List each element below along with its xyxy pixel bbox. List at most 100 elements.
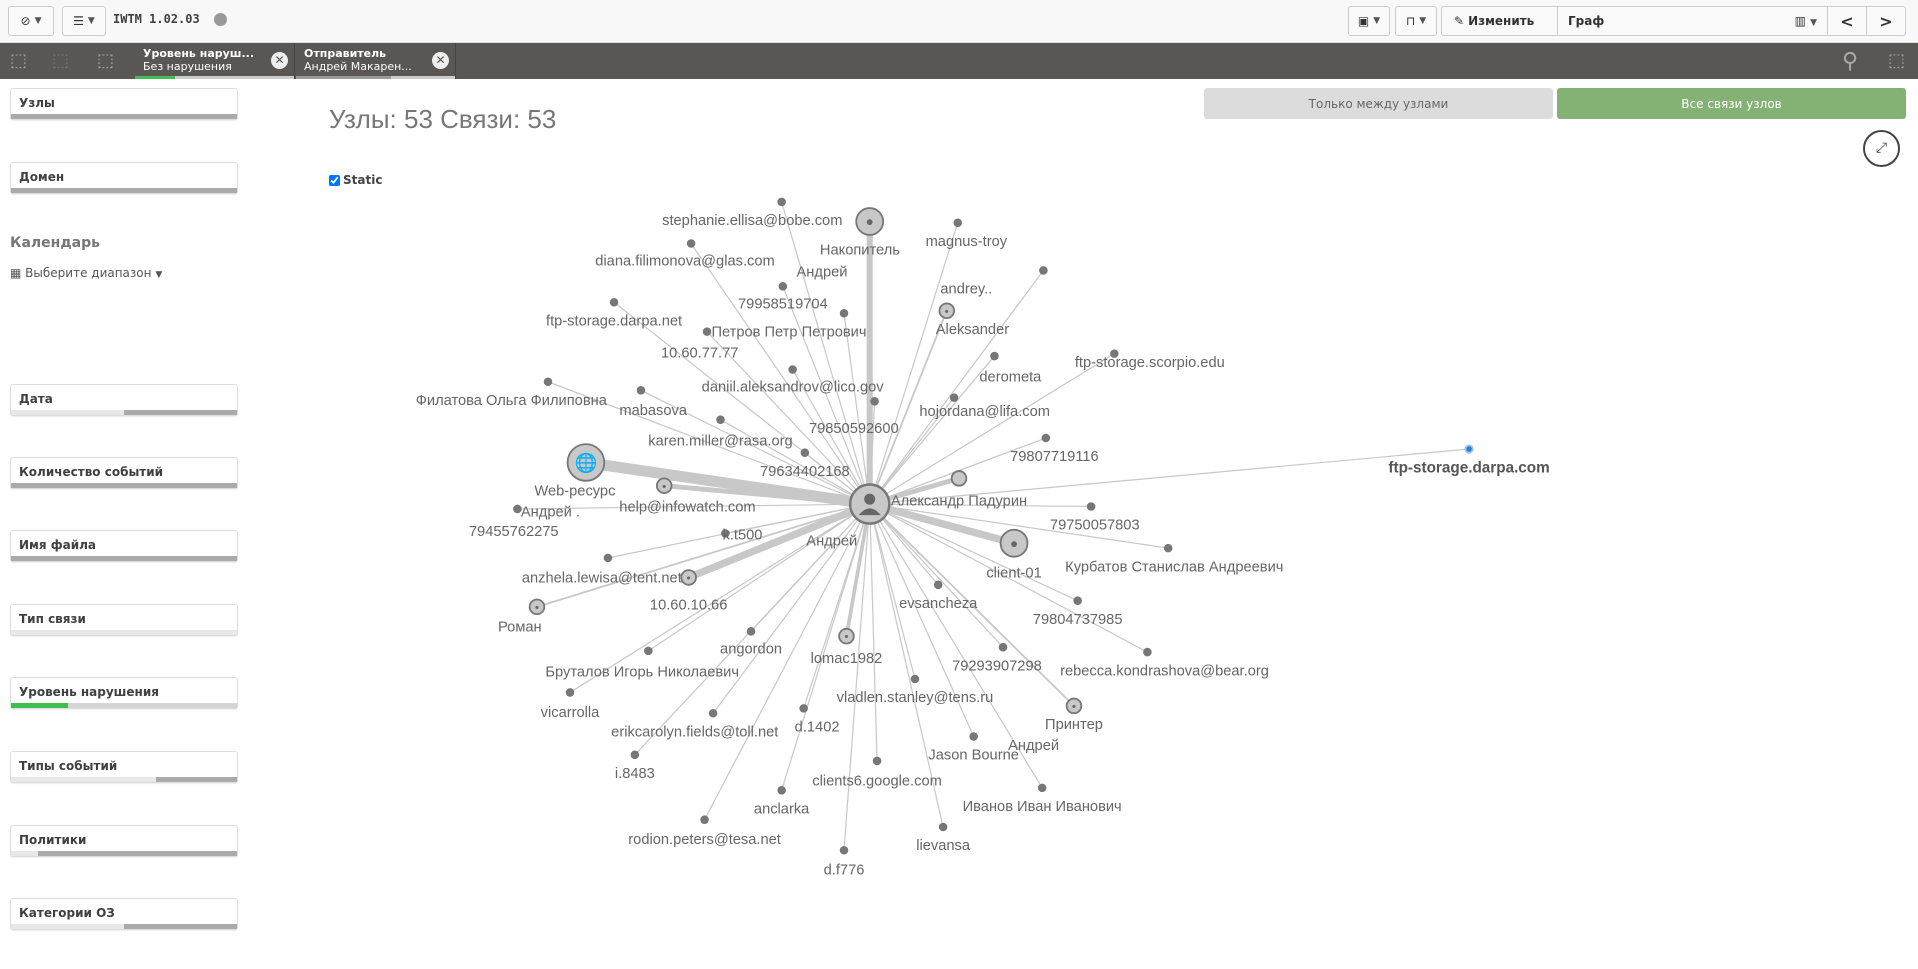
graph-node[interactable]: karen.miller@rasa.org xyxy=(648,415,793,449)
graph-node[interactable]: anzhela.lewisa@tent.net xyxy=(522,553,682,586)
node-marker[interactable] xyxy=(700,815,709,824)
node-marker[interactable] xyxy=(1039,266,1048,275)
selection-tool-icon[interactable]: ⬚ xyxy=(1888,50,1906,71)
graph-node[interactable]: ● client-01 xyxy=(986,528,1042,582)
graph-node[interactable]: magnus-troy xyxy=(926,218,1008,250)
node-marker[interactable] xyxy=(636,386,646,395)
node-marker[interactable] xyxy=(938,302,956,320)
sheet-list-button[interactable]: ☰ ▼ xyxy=(62,6,106,36)
node-marker[interactable] xyxy=(746,627,756,636)
graph-node[interactable]: ftp-storage.scorpio.edu xyxy=(1075,349,1225,371)
graph-node[interactable]: Петров Петр Петрович xyxy=(711,308,866,341)
node-marker[interactable] xyxy=(953,218,963,228)
graph-node[interactable]: stephanie.ellisa@bobe.com xyxy=(662,197,842,229)
graph-node[interactable]: 79455762275 xyxy=(469,504,559,540)
edit-button[interactable]: ✎ Изменить xyxy=(1441,6,1558,36)
node-marker[interactable] xyxy=(777,786,786,795)
graph-node[interactable]: ● Накопитель xyxy=(820,207,900,259)
static-toggle[interactable]: Static xyxy=(329,173,382,187)
graph-node[interactable]: angordon xyxy=(720,627,782,658)
node-marker[interactable] xyxy=(910,674,920,684)
graph-node[interactable]: ● Роман xyxy=(498,598,546,635)
node-marker[interactable] xyxy=(777,197,786,207)
node-marker[interactable] xyxy=(1065,697,1083,715)
node-marker[interactable] xyxy=(800,448,810,457)
node-marker[interactable] xyxy=(708,708,718,718)
filter-filters-3[interactable]: Тип связи xyxy=(10,604,238,636)
expand-icon[interactable]: ⤢ xyxy=(1863,130,1900,167)
graph-node[interactable]: Jason Bourne xyxy=(928,732,1019,764)
graph-node[interactable]: 79804737985 xyxy=(1033,596,1123,628)
step-forward-icon[interactable]: ⬚ xyxy=(52,50,70,71)
next-sheet-button[interactable]: > xyxy=(1866,6,1906,36)
graph-node[interactable]: ● help@infowatch.com xyxy=(619,477,756,515)
graph-node[interactable]: vladlen.stanley@tens.ru xyxy=(837,674,994,706)
only-between-nodes-button[interactable]: Только между узлами xyxy=(1204,88,1553,119)
graph-node[interactable]: k.t500 xyxy=(721,528,763,544)
graph-node[interactable]: ● lomac1982 xyxy=(811,627,883,667)
node-marker[interactable] xyxy=(721,529,730,538)
clear-selection-icon[interactable]: ✕ xyxy=(271,52,288,69)
clear-selection-icon[interactable]: ✕ xyxy=(432,52,449,69)
node-marker[interactable] xyxy=(1464,444,1474,454)
node-marker[interactable] xyxy=(630,750,640,760)
node-marker[interactable] xyxy=(998,642,1008,652)
graph-node[interactable]: 79293907298 xyxy=(952,642,1042,675)
node-marker[interactable] xyxy=(778,282,788,291)
node-marker[interactable] xyxy=(543,377,553,387)
filter-filters-5[interactable]: Типы событий xyxy=(10,751,238,783)
graph-node[interactable]: Александр Падурин xyxy=(891,470,1027,509)
graph-node[interactable]: 79850592600 xyxy=(809,397,899,437)
node-marker[interactable] xyxy=(680,569,697,586)
graph-node[interactable]: derometa xyxy=(979,351,1042,386)
graph-node[interactable]: d.1402 xyxy=(795,704,840,736)
graph-node[interactable]: 79750057803 xyxy=(1050,502,1140,534)
node-marker[interactable] xyxy=(933,580,943,590)
graph-node[interactable]: Иванов Иван Иванович xyxy=(963,783,1122,815)
graph-node[interactable]: erikcarolyn.fields@toll.net xyxy=(611,708,778,741)
node-marker[interactable] xyxy=(938,822,948,832)
graph-node[interactable]: diana.filimonova@glas.com xyxy=(595,239,775,270)
bookmark-button[interactable]: ⊓ ▼ xyxy=(1395,6,1437,36)
node-marker[interactable] xyxy=(609,297,619,307)
navigation-menu-button[interactable]: ⊘ ▼ xyxy=(8,6,54,36)
node-marker[interactable] xyxy=(1163,543,1173,553)
graph-node[interactable]: mabasova xyxy=(619,386,688,419)
date-range-picker[interactable]: ▦ Выберите диапазон ▼ xyxy=(10,266,163,280)
graph-node[interactable]: andrey.. xyxy=(940,266,1048,298)
node-marker[interactable] xyxy=(1086,502,1096,511)
node-marker[interactable] xyxy=(855,207,885,236)
node-marker[interactable] xyxy=(990,351,999,361)
node-marker[interactable] xyxy=(513,504,522,514)
filter-filters-1[interactable]: Количество событий xyxy=(10,457,238,489)
static-checkbox[interactable] xyxy=(329,174,340,186)
graph-node[interactable]: evsancheza xyxy=(899,580,978,612)
graph-node[interactable]: d.f776 xyxy=(824,845,865,879)
sheet-selector[interactable]: Граф ▥ ▼ xyxy=(1557,6,1828,36)
node-marker[interactable] xyxy=(839,308,849,318)
filter-filters_top-1[interactable]: Домен xyxy=(10,162,238,194)
filter-filters_top-0[interactable]: Узлы xyxy=(10,88,238,120)
node-marker[interactable] xyxy=(686,239,696,248)
node-marker[interactable] xyxy=(655,477,673,494)
filter-filters-0[interactable]: Дата xyxy=(10,384,238,416)
graph-node[interactable]: lievansa xyxy=(916,822,971,854)
node-marker[interactable] xyxy=(838,627,855,645)
graph-node[interactable]: 79807719116 xyxy=(1010,433,1099,465)
present-button[interactable]: ▣ ▼ xyxy=(1348,6,1390,36)
node-marker[interactable] xyxy=(644,646,653,656)
search-icon[interactable]: ⚲ xyxy=(1842,49,1859,74)
graph-node[interactable]: vicarrolla xyxy=(541,688,600,721)
node-marker[interactable] xyxy=(872,756,882,766)
graph-node[interactable]: anclarka xyxy=(754,786,810,818)
graph-node[interactable]: hojordana@lifa.com xyxy=(919,393,1050,420)
node-marker[interactable] xyxy=(1143,647,1152,657)
filter-filters-7[interactable]: Категории ОЗ xyxy=(10,898,238,930)
graph-node[interactable]: rodion.peters@tesa.net xyxy=(628,815,781,848)
graph-node[interactable]: 🌐 Web-ресурс xyxy=(534,443,615,500)
graph-node[interactable]: 79634402168 xyxy=(760,448,850,480)
filter-filters-4[interactable]: Уровень нарушения xyxy=(10,677,238,709)
graph-node[interactable]: ftp-storage.darpa.com xyxy=(1388,444,1550,476)
graph-node[interactable]: rebecca.kondrashova@bear.org xyxy=(1060,647,1269,679)
